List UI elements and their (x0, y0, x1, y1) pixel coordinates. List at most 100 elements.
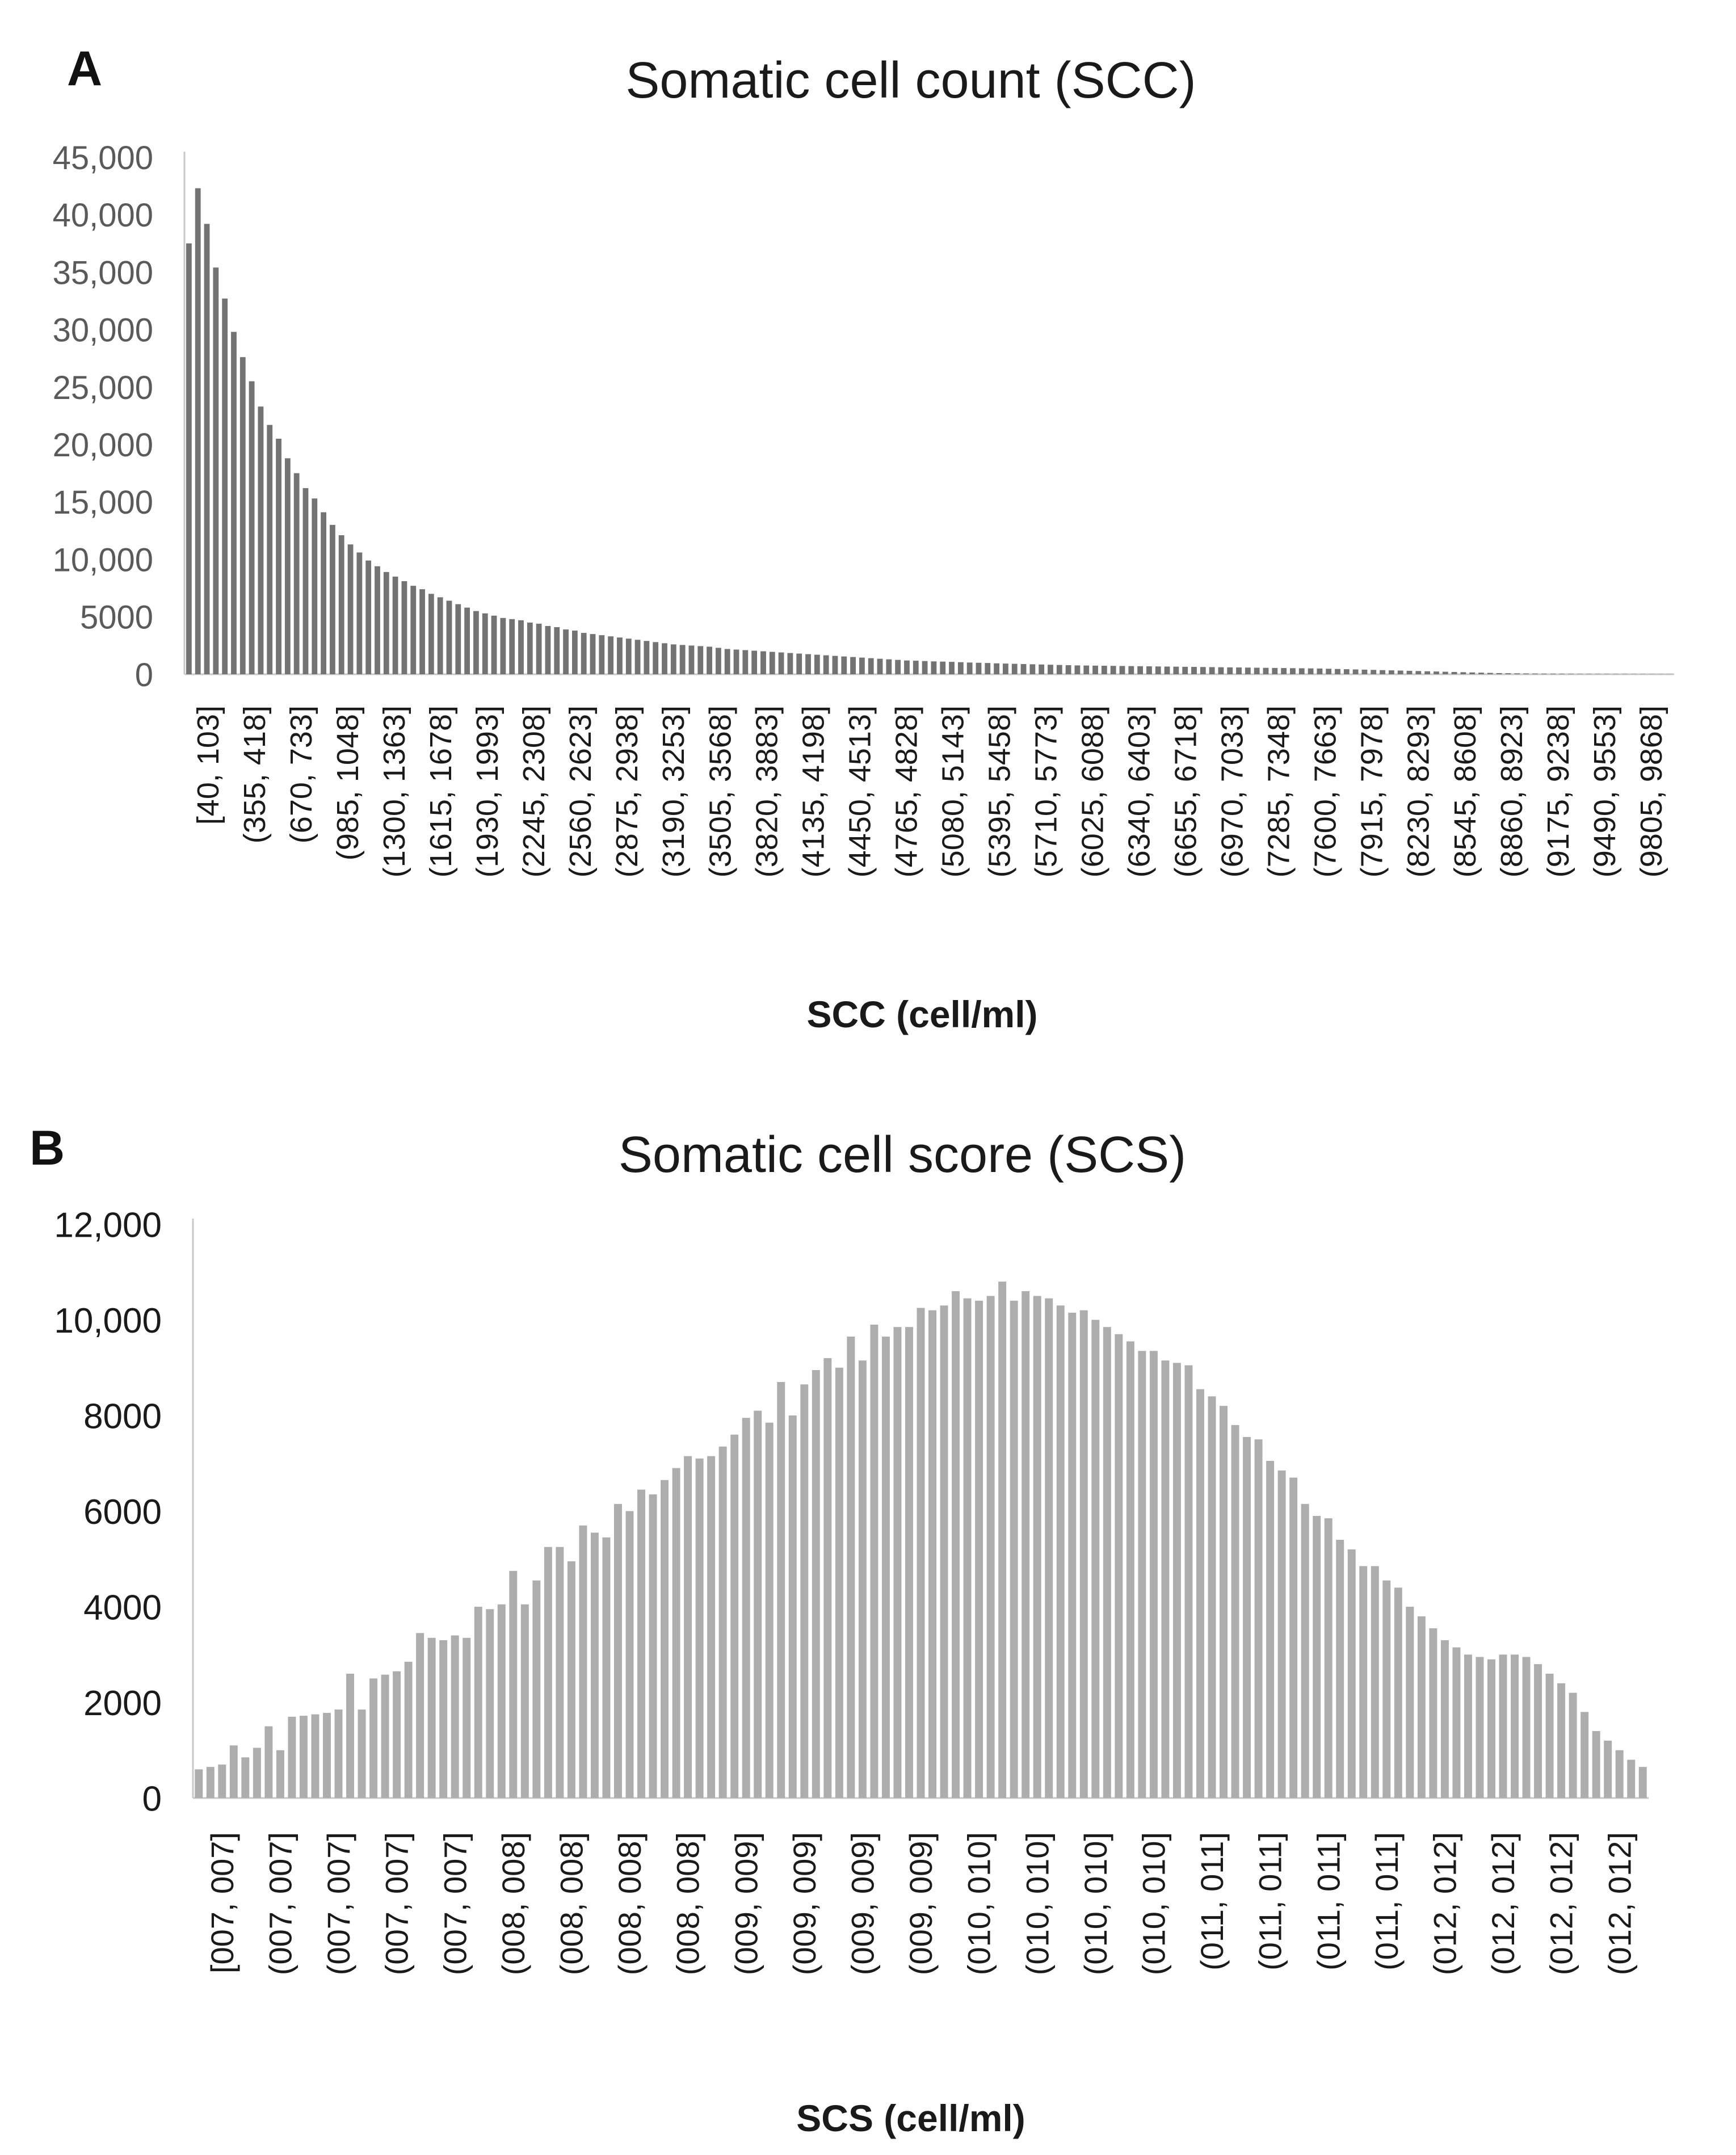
x-tick-label: (8230, 8293] (1402, 705, 1436, 877)
x-tick-label: (355, 418] (238, 705, 272, 843)
bar (1146, 666, 1152, 674)
x-tick-label: (007, 007] (263, 1832, 299, 1975)
bar (1514, 673, 1520, 674)
bar (718, 1446, 727, 1798)
x-tick-label: (010, 010] (1136, 1832, 1172, 1975)
bar (451, 1635, 459, 1798)
bar (556, 1547, 564, 1798)
x-tick-label: [40, 103] (191, 705, 225, 825)
x-tick-label: (008, 008] (612, 1832, 648, 1975)
bar (688, 645, 695, 674)
bar (1496, 673, 1502, 674)
bar (1397, 670, 1403, 674)
bar (571, 631, 578, 674)
y-tick-label: 25,000 (53, 369, 153, 406)
bar (253, 1747, 261, 1798)
bar (346, 1673, 354, 1798)
bar (375, 566, 380, 674)
bar (500, 617, 506, 674)
bar (1209, 667, 1215, 674)
y-tick-label: 8000 (83, 1397, 162, 1436)
x-tick-label: (6655, 6718] (1169, 705, 1203, 877)
bar (579, 1525, 587, 1798)
bar (1277, 1470, 1286, 1798)
bar (1343, 669, 1350, 674)
x-tick-label: (7600, 7663] (1309, 705, 1343, 877)
bar (1191, 667, 1197, 674)
bar (730, 1434, 739, 1798)
bar (1499, 1654, 1507, 1798)
x-tick-label: (010, 010] (1019, 1832, 1055, 1975)
x-tick-label: (1930, 1993] (470, 705, 505, 877)
bar (1505, 673, 1511, 674)
x-tick-label: (012, 012] (1602, 1832, 1637, 1975)
bar (975, 1300, 983, 1798)
bar (957, 662, 964, 674)
bar (850, 657, 856, 674)
bar (684, 1456, 692, 1798)
bar (653, 642, 659, 674)
bar (520, 1604, 529, 1798)
bar (1263, 667, 1269, 674)
y-tick-label: 0 (142, 1779, 162, 1818)
bar (312, 498, 318, 674)
bar (895, 659, 901, 674)
bar (1033, 1296, 1041, 1798)
bar (769, 652, 775, 674)
bar (1290, 668, 1296, 674)
bar (1236, 667, 1242, 674)
chart-b: 0 2000 4000 6000 8000 10,000 12,000 [007, 007] (… (54, 1205, 1649, 1975)
bar (1003, 663, 1008, 674)
bar (928, 1310, 936, 1798)
bar (1056, 665, 1062, 674)
x-tick-label: (009, 009] (787, 1832, 822, 1975)
x-tick-label: (007, 007] (321, 1832, 356, 1975)
panel-a-title: Somatic cell count (SCC) (625, 52, 1196, 109)
bar (229, 1745, 238, 1798)
bar (1110, 666, 1116, 674)
panel-b-title: Somatic cell score (SCS) (619, 1127, 1186, 1183)
bar (733, 649, 739, 674)
bar (823, 1358, 832, 1798)
x-tick-label: (3820, 3883] (750, 705, 784, 877)
bar (1557, 1683, 1566, 1798)
y-tick-label: 40,000 (53, 197, 153, 234)
bar (765, 1422, 774, 1798)
bar (1020, 663, 1027, 674)
bar (841, 656, 847, 674)
bar (545, 625, 551, 674)
bar (814, 654, 820, 674)
bar (859, 657, 865, 674)
bar (1534, 1664, 1542, 1798)
bar (1164, 666, 1170, 674)
bar (427, 1637, 436, 1798)
x-tick-label: (1300, 1363] (377, 705, 411, 877)
bar (985, 663, 991, 674)
y-tick-label: 2000 (83, 1684, 162, 1723)
bar (1592, 1731, 1600, 1798)
bar (347, 544, 354, 674)
bar (847, 1336, 855, 1798)
bar (1352, 669, 1359, 674)
bar (1092, 665, 1098, 674)
y-tick-label: 45,000 (53, 140, 153, 177)
bar (835, 1367, 843, 1798)
bar (532, 1580, 541, 1798)
bar (940, 1305, 948, 1798)
bar (940, 661, 946, 674)
bar (986, 1296, 995, 1798)
bar (751, 650, 758, 674)
x-tick-label: (5710, 5773] (1029, 705, 1063, 877)
bar (473, 611, 479, 674)
y-tick-label: 15,000 (53, 484, 153, 521)
x-tick-label: (9175, 9238] (1541, 705, 1575, 877)
bar (1289, 1477, 1298, 1798)
bar (1065, 665, 1071, 674)
bar (1301, 1503, 1309, 1798)
x-tick-label: (008, 008] (670, 1832, 706, 1975)
y-tick-label: 5000 (80, 599, 153, 636)
bar (787, 653, 793, 674)
bar (288, 1716, 296, 1798)
x-tick-label: (2245, 2308] (517, 705, 551, 877)
panel-b-xlabel: SCS (cell/ml) (796, 2097, 1025, 2139)
